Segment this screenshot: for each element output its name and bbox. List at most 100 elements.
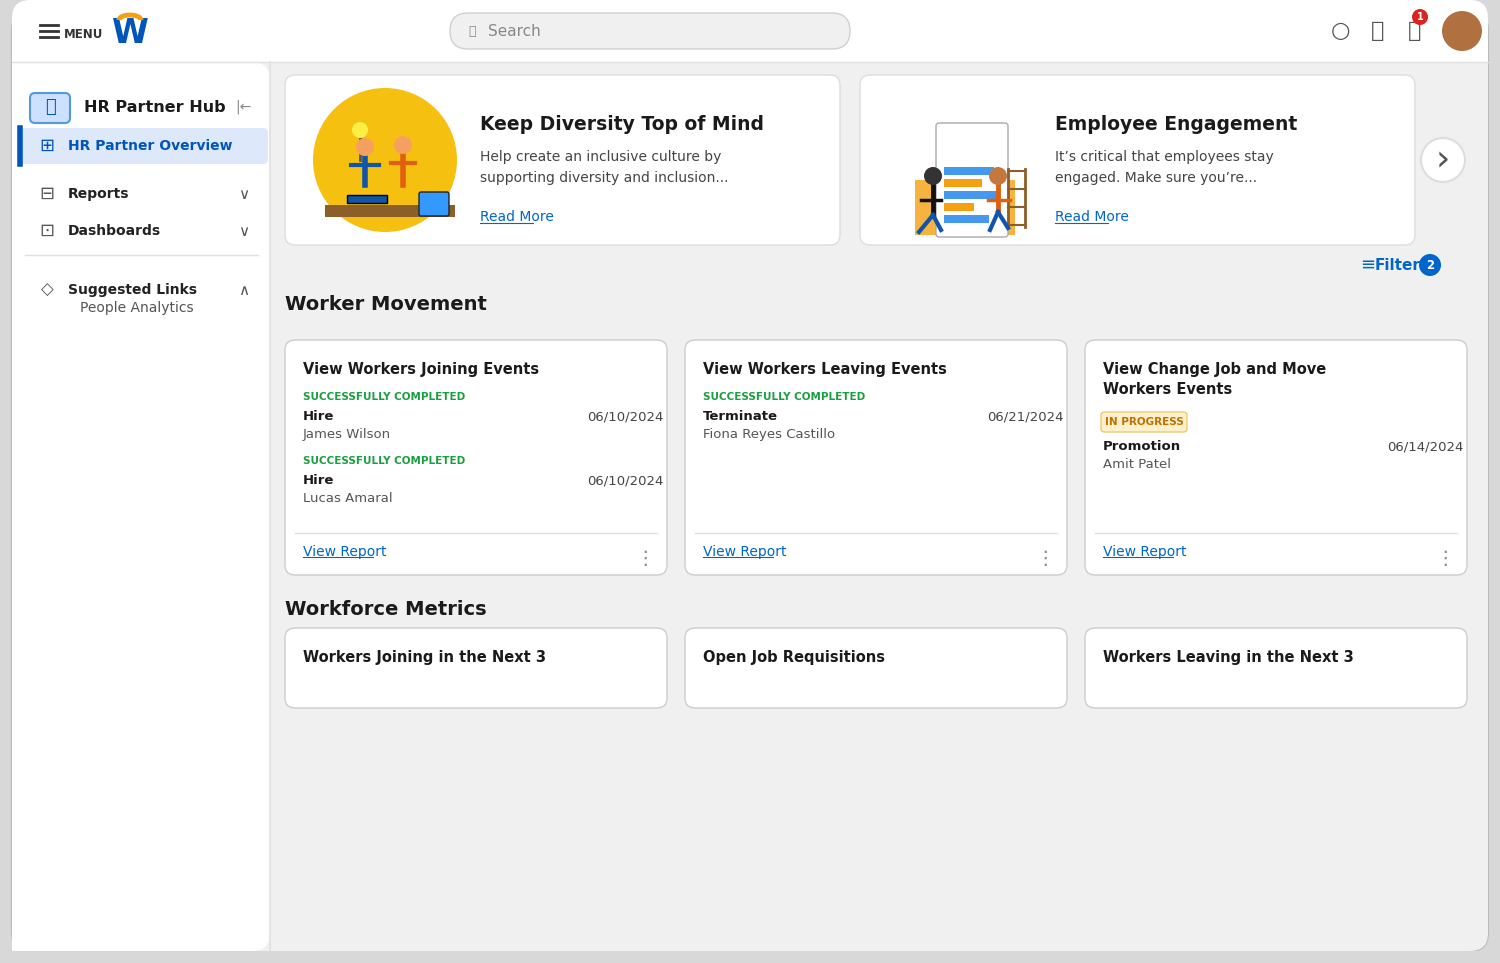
Text: Hire: Hire	[303, 410, 334, 423]
Text: Lucas Amaral: Lucas Amaral	[303, 492, 393, 505]
FancyBboxPatch shape	[285, 75, 840, 245]
Text: Reports: Reports	[68, 187, 129, 201]
Text: Worker Movement: Worker Movement	[285, 295, 488, 314]
Text: Filter: Filter	[1376, 257, 1420, 273]
Circle shape	[352, 122, 368, 138]
Text: Open Job Requisitions: Open Job Requisitions	[704, 650, 885, 665]
Bar	[12, 31, 1488, 62]
FancyBboxPatch shape	[12, 0, 1488, 62]
Text: supporting diversity and inclusion...: supporting diversity and inclusion...	[480, 171, 729, 185]
Text: Fiona Reyes Castillo: Fiona Reyes Castillo	[704, 428, 836, 441]
FancyBboxPatch shape	[285, 628, 668, 708]
Text: ⊞: ⊞	[39, 137, 54, 155]
Text: 🔍: 🔍	[468, 24, 476, 38]
Text: ≡: ≡	[1360, 256, 1376, 274]
Text: View Report: View Report	[704, 545, 786, 559]
FancyBboxPatch shape	[12, 12, 1488, 951]
Text: |←: |←	[236, 100, 250, 115]
Text: Employee Engagement: Employee Engagement	[1054, 115, 1298, 134]
Text: SUCCESSFULLY COMPLETED: SUCCESSFULLY COMPLETED	[303, 392, 465, 402]
Text: Suggested Links: Suggested Links	[68, 283, 196, 297]
FancyBboxPatch shape	[1101, 412, 1186, 432]
Text: 06/14/2024: 06/14/2024	[1388, 440, 1464, 453]
Text: ⋮: ⋮	[1035, 549, 1054, 568]
Circle shape	[1419, 254, 1442, 276]
Text: Dashboards: Dashboards	[68, 224, 160, 238]
Text: ∧: ∧	[238, 282, 249, 298]
Circle shape	[1420, 138, 1466, 182]
Bar	[944, 179, 982, 187]
Text: SUCCESSFULLY COMPLETED: SUCCESSFULLY COMPLETED	[704, 392, 866, 402]
Circle shape	[356, 138, 374, 156]
FancyBboxPatch shape	[1084, 628, 1467, 708]
FancyBboxPatch shape	[285, 340, 668, 575]
Text: Hire: Hire	[303, 474, 334, 487]
FancyBboxPatch shape	[450, 13, 850, 49]
Bar	[326, 205, 454, 217]
Text: View Workers Leaving Events: View Workers Leaving Events	[704, 362, 946, 377]
Text: MENU: MENU	[64, 28, 104, 40]
FancyBboxPatch shape	[686, 628, 1066, 708]
Bar	[944, 167, 994, 175]
FancyBboxPatch shape	[686, 340, 1066, 575]
FancyBboxPatch shape	[419, 192, 448, 216]
Text: ∨: ∨	[238, 223, 249, 239]
Text: 06/21/2024: 06/21/2024	[987, 410, 1064, 423]
Text: ⋮: ⋮	[636, 549, 654, 568]
FancyBboxPatch shape	[20, 128, 268, 164]
Text: W: W	[111, 16, 148, 49]
Text: HR Partner Hub: HR Partner Hub	[84, 99, 225, 115]
Text: 🔗: 🔗	[45, 98, 56, 116]
Text: engaged. Make sure you’re...: engaged. Make sure you’re...	[1054, 171, 1257, 185]
Text: People Analytics: People Analytics	[80, 301, 194, 315]
Text: View Change Job and Move: View Change Job and Move	[1102, 362, 1326, 377]
Text: It’s critical that employees stay: It’s critical that employees stay	[1054, 150, 1274, 164]
Text: ⊡: ⊡	[39, 222, 54, 240]
Bar	[944, 203, 974, 211]
Text: SUCCESSFULLY COMPLETED: SUCCESSFULLY COMPLETED	[303, 456, 465, 466]
Circle shape	[314, 88, 458, 232]
Circle shape	[394, 136, 412, 154]
Text: Read More: Read More	[480, 210, 554, 224]
Text: View Workers Joining Events: View Workers Joining Events	[303, 362, 538, 377]
Text: View Report: View Report	[1102, 545, 1186, 559]
Circle shape	[988, 167, 1006, 185]
Text: ∨: ∨	[238, 187, 249, 201]
Bar	[944, 191, 999, 199]
Text: ⋮: ⋮	[1436, 549, 1455, 568]
Circle shape	[1442, 11, 1482, 51]
Text: IN PROGRESS: IN PROGRESS	[1104, 417, 1184, 427]
Text: Workforce Metrics: Workforce Metrics	[285, 600, 486, 619]
FancyBboxPatch shape	[936, 123, 1008, 237]
Text: ⊟: ⊟	[39, 185, 54, 203]
Bar	[12, 62, 250, 951]
Text: 🔔: 🔔	[1371, 21, 1384, 41]
Text: Amit Patel: Amit Patel	[1102, 458, 1172, 471]
Text: Workers Events: Workers Events	[1102, 382, 1233, 397]
Text: Help create an inclusive culture by: Help create an inclusive culture by	[480, 150, 722, 164]
Text: James Wilson: James Wilson	[303, 428, 392, 441]
Text: Terminate: Terminate	[704, 410, 779, 423]
FancyBboxPatch shape	[30, 93, 70, 123]
Text: 1: 1	[1416, 12, 1424, 22]
Text: Keep Diversity Top of Mind: Keep Diversity Top of Mind	[480, 115, 764, 134]
Text: HR Partner Overview: HR Partner Overview	[68, 139, 232, 153]
FancyBboxPatch shape	[859, 75, 1414, 245]
Text: Read More: Read More	[1054, 210, 1130, 224]
FancyBboxPatch shape	[12, 62, 270, 951]
FancyBboxPatch shape	[12, 12, 1488, 951]
Circle shape	[1412, 9, 1428, 25]
Text: Promotion: Promotion	[1102, 440, 1180, 453]
FancyBboxPatch shape	[915, 180, 1016, 235]
Text: ›: ›	[1436, 143, 1450, 177]
Text: 2: 2	[1426, 258, 1434, 272]
Text: Workers Leaving in the Next 3: Workers Leaving in the Next 3	[1102, 650, 1353, 665]
FancyBboxPatch shape	[346, 195, 387, 203]
FancyBboxPatch shape	[1084, 340, 1467, 575]
Text: Workers Joining in the Next 3: Workers Joining in the Next 3	[303, 650, 546, 665]
Text: ○: ○	[1330, 21, 1350, 41]
Text: Search: Search	[488, 23, 540, 39]
Bar	[0, 951, 1500, 963]
Circle shape	[924, 167, 942, 185]
Text: View Report: View Report	[303, 545, 387, 559]
